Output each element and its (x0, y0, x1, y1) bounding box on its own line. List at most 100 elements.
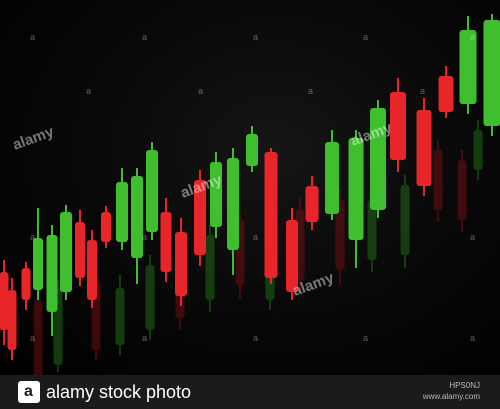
candle-body (160, 212, 172, 272)
candle-body (433, 150, 443, 210)
candle-body (286, 220, 298, 292)
red-candlestick (264, 148, 278, 284)
candle-body (60, 212, 72, 292)
green-candlestick (483, 14, 500, 136)
candle-body (246, 134, 258, 166)
watermark-mark: a (363, 333, 369, 343)
site-url: www.alamy.com (422, 392, 480, 401)
watermark-mark: a (30, 232, 36, 242)
watermark-mark: a (30, 32, 36, 42)
candle-body (75, 222, 85, 278)
green-candlestick (400, 175, 410, 268)
candle-body (115, 288, 125, 345)
green-candlestick (60, 205, 72, 300)
watermark-mark: a (142, 232, 148, 242)
stock-photo-footer: a alamy stock photo HPS0NJ www.alamy.com (0, 375, 500, 409)
candle-body (21, 268, 31, 300)
watermark-mark: a (253, 333, 259, 343)
red-candlestick (160, 198, 172, 282)
watermark-mark: a (86, 86, 92, 96)
green-candlestick (131, 168, 143, 284)
candle-body (335, 200, 345, 270)
candle-body (194, 180, 206, 255)
red-candlestick (101, 206, 111, 248)
green-candlestick (205, 225, 215, 312)
red-candlestick (390, 78, 406, 172)
green-candlestick (325, 130, 339, 220)
red-candlestick (33, 285, 43, 375)
footer-brand-text: alamy stock photo (46, 382, 192, 402)
red-candlestick (87, 230, 97, 308)
green-candlestick (227, 148, 239, 275)
watermark-mark: a (470, 232, 476, 242)
candle-body (87, 240, 97, 300)
candle-body (175, 232, 187, 296)
candle-body (348, 138, 364, 240)
watermark-mark: a (470, 32, 476, 42)
candle-body (473, 130, 483, 170)
green-candlestick (348, 130, 364, 268)
candle-body (390, 92, 406, 160)
watermark-mark: a (470, 333, 476, 343)
green-candlestick (33, 208, 43, 300)
watermark-mark: a (142, 333, 148, 343)
red-candlestick (21, 262, 31, 310)
red-candlestick (286, 208, 298, 300)
candle-body (210, 162, 222, 227)
green-candlestick (46, 225, 58, 336)
candle-body (0, 272, 9, 330)
green-candlestick (146, 142, 158, 240)
red-candlestick (438, 66, 454, 118)
candle-body (325, 142, 339, 214)
red-candlestick (0, 260, 9, 345)
red-candlestick (75, 210, 85, 286)
candle-body (305, 186, 319, 222)
green-candlestick (145, 255, 155, 340)
footer-image-id: HPS0NJ www.alamy.com (423, 380, 480, 402)
green-candlestick (473, 120, 483, 180)
candle-body (264, 152, 278, 278)
green-candlestick (370, 100, 386, 218)
red-candlestick (335, 190, 345, 285)
watermark-mark: a (363, 32, 369, 42)
green-candlestick (116, 168, 128, 250)
green-candlestick (115, 275, 125, 355)
watermark-mark: a (253, 32, 259, 42)
candle-body (146, 150, 158, 232)
candlestick-chart-image (0, 14, 500, 375)
red-candlestick (194, 170, 206, 266)
candle-body (205, 235, 215, 300)
candle-body (46, 235, 58, 312)
red-candlestick (416, 98, 432, 196)
candle-body (370, 108, 386, 210)
candle-body (131, 176, 143, 258)
red-candlestick (175, 218, 187, 306)
green-candlestick (210, 152, 222, 238)
candle-body (438, 76, 454, 112)
candle-body (367, 200, 377, 260)
watermark-mark: a (198, 86, 204, 96)
candle-body (457, 160, 467, 220)
candle-body (459, 30, 477, 104)
watermark-mark: a (142, 32, 148, 42)
red-candlestick (7, 278, 17, 360)
candle-body (116, 182, 128, 242)
candle-body (33, 238, 43, 290)
watermark-mark: a (420, 86, 426, 96)
red-candlestick (305, 176, 319, 230)
red-candlestick (457, 150, 467, 232)
candle-body (483, 20, 500, 126)
watermark-mark: a (253, 232, 259, 242)
green-candlestick (459, 16, 477, 114)
candle-body (101, 212, 111, 242)
candle-body (7, 290, 17, 350)
red-candlestick (433, 140, 443, 222)
alamy-logo-icon: a (18, 381, 40, 403)
candle-body (416, 110, 432, 186)
watermark-mark: a (308, 86, 314, 96)
candle-body (227, 158, 239, 250)
watermark-mark: a (30, 333, 36, 343)
candle-body (400, 185, 410, 255)
candle-body (145, 265, 155, 330)
candle-body (33, 300, 43, 375)
